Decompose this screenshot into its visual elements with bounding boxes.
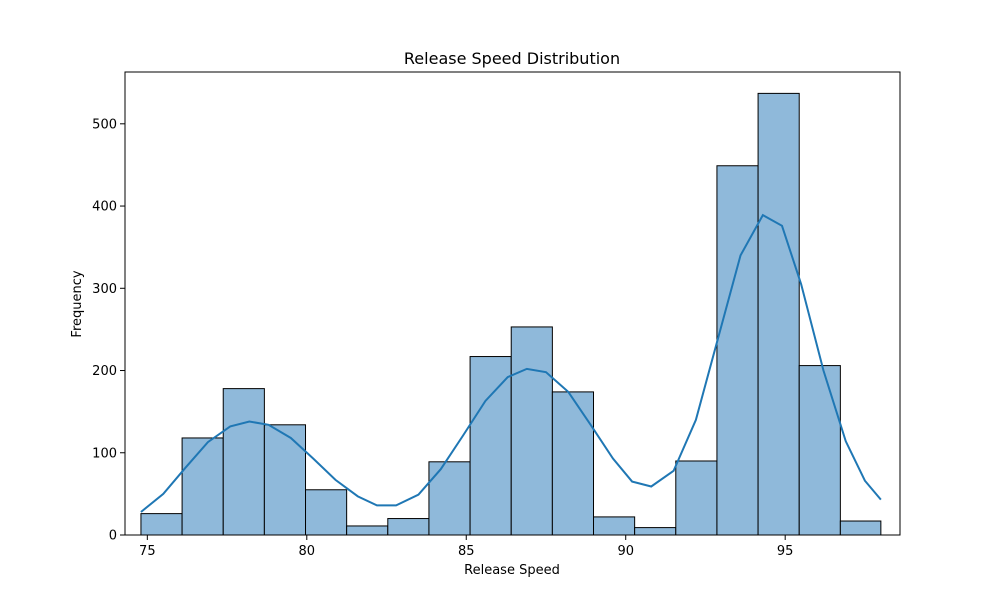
y-tick-label: 100 [92, 446, 117, 461]
histogram-bar [263, 424, 307, 536]
x-tick-label: 90 [617, 544, 634, 559]
histogram-bar [593, 516, 636, 536]
x-axis-label: Release Speed [464, 563, 560, 578]
y-tick-label: 0 [109, 529, 117, 544]
histogram-bar [181, 437, 224, 536]
histogram-bar [428, 461, 471, 536]
y-tick-label: 200 [92, 364, 117, 379]
y-tick-label: 500 [92, 117, 117, 132]
kde-curve [140, 213, 882, 513]
y-axis: 0 100 200 300 400 500 [92, 117, 125, 544]
histogram-bar [757, 92, 800, 536]
histogram-bar [387, 518, 430, 536]
chart-title: Release Speed Distribution [404, 49, 620, 68]
x-tick-label: 85 [458, 544, 475, 559]
x-tick-label: 75 [139, 544, 156, 559]
histogram-bar [222, 388, 265, 536]
y-tick-label: 400 [92, 200, 117, 215]
histogram-bar [716, 165, 759, 536]
histogram-bar [675, 460, 718, 536]
histogram-bar [839, 520, 882, 536]
x-axis: 75 80 85 90 95 [139, 535, 793, 559]
histogram-bar [140, 513, 183, 536]
histogram-bar [510, 326, 553, 536]
plot-area-frame [124, 71, 901, 536]
histogram-bars [140, 92, 882, 536]
histogram-bar [634, 527, 677, 536]
histogram-bar [798, 365, 841, 536]
histogram-bar [346, 525, 389, 536]
y-axis-label: Frequency [70, 270, 85, 337]
x-tick-label: 80 [299, 544, 316, 559]
histogram-bar [469, 356, 512, 536]
histogram-bar [551, 391, 595, 536]
histogram-bar [305, 489, 348, 536]
x-tick-label: 95 [777, 544, 794, 559]
y-tick-label: 300 [92, 282, 117, 297]
